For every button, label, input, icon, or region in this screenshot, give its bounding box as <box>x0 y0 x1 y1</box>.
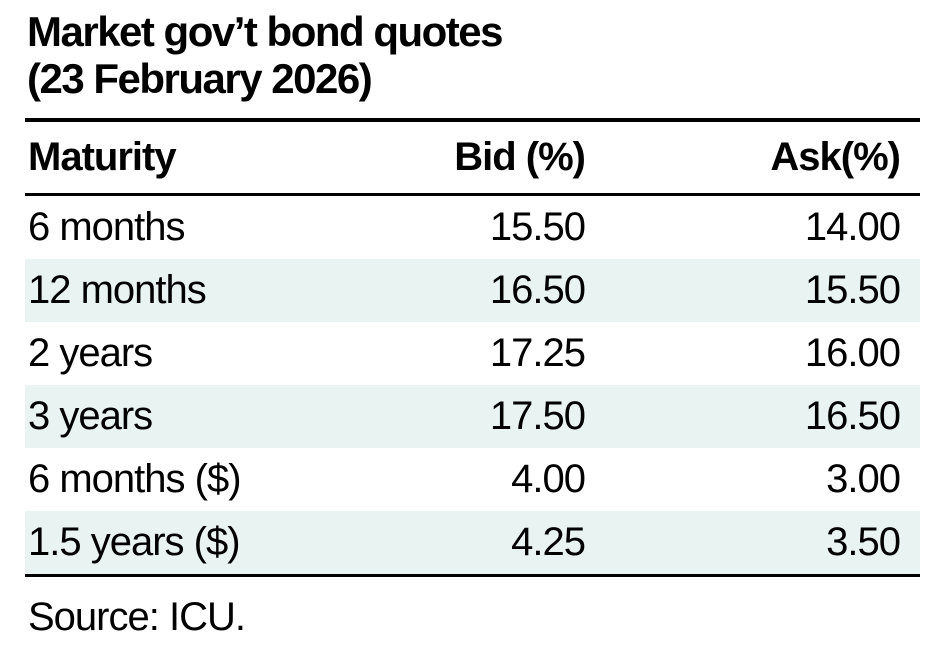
maturity-cell: 1.5 years ($) <box>28 520 241 564</box>
maturity-cell: 3 years <box>28 394 153 438</box>
table-row: 12 months 16.50 15.50 <box>25 259 920 322</box>
title-divider-rule <box>25 118 920 122</box>
figure-title-line2: (23 February 2026) <box>27 55 373 102</box>
table-row: 6 months 15.50 14.00 <box>25 195 920 260</box>
bid-cell: 17.50 <box>489 394 586 438</box>
table-row: 1.5 years ($) 4.25 3.50 <box>25 511 920 574</box>
figure-title-line1: Market gov’t bond quotes <box>27 8 504 55</box>
bid-cell: 4.00 <box>511 457 586 501</box>
table-row: 6 months ($) 4.00 3.00 <box>25 448 920 511</box>
ask-cell: 16.50 <box>804 394 901 438</box>
bid-cell: 15.50 <box>489 205 586 249</box>
bid-cell: 16.50 <box>489 268 586 312</box>
bond-quotes-table: Maturity Bid (%) Ask(%) 6 months 15.50 1… <box>25 122 920 574</box>
ask-cell: 16.00 <box>804 331 901 375</box>
ask-cell: 3.00 <box>826 457 901 501</box>
maturity-cell: 6 months <box>28 205 186 249</box>
maturity-cell: 6 months ($) <box>28 457 242 501</box>
figure-title: Market gov’t bond quotes (23 February 20… <box>25 8 920 102</box>
column-header-ask: Ask(%) <box>585 122 920 196</box>
source-note: Source: ICU. <box>28 595 246 639</box>
bid-cell: 4.25 <box>511 520 586 564</box>
table-body: 6 months 15.50 14.00 12 months 16.50 15.… <box>25 195 920 574</box>
ask-cell: 15.50 <box>804 268 901 312</box>
bid-cell: 17.25 <box>489 331 586 375</box>
table-row: 2 years 17.25 16.00 <box>25 322 920 385</box>
column-header-bid: Bid (%) <box>335 122 586 196</box>
header-row: Maturity Bid (%) Ask(%) <box>25 122 920 196</box>
ask-cell: 3.50 <box>826 520 901 564</box>
table-row: 3 years 17.50 16.50 <box>25 385 920 448</box>
table-header: Maturity Bid (%) Ask(%) <box>25 122 920 196</box>
maturity-cell: 12 months <box>28 268 207 312</box>
column-header-maturity: Maturity <box>25 122 335 196</box>
ask-cell: 14.00 <box>804 205 901 249</box>
quotes-table-block: Maturity Bid (%) Ask(%) 6 months 15.50 1… <box>25 122 920 577</box>
maturity-cell: 2 years <box>28 331 153 375</box>
